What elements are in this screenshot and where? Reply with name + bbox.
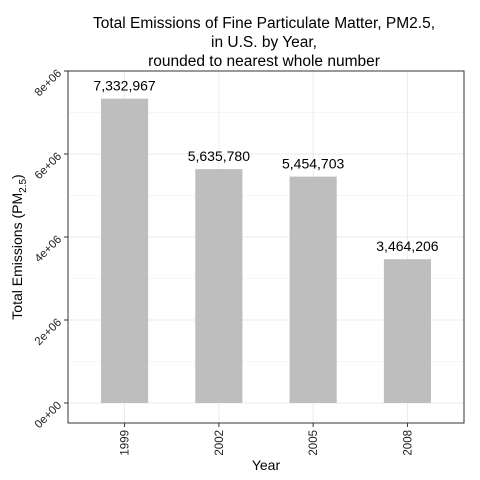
y-tick-label: 4e+06 — [33, 234, 64, 265]
chart-title-line-2: in U.S. by Year, — [211, 34, 317, 51]
y-tick-label: 6e+06 — [33, 151, 64, 182]
y-axis-title-suffix: ) — [9, 174, 25, 179]
chart-title-line-3: rounded to nearest whole number — [148, 53, 380, 70]
bar-value-label-1999: 7,332,967 — [93, 78, 155, 94]
y-tick-label: 2e+06 — [33, 317, 64, 348]
x-tick-label-1999: 1999 — [120, 430, 132, 456]
bar-2008 — [383, 259, 431, 403]
y-axis-title-subscript: 2.5 — [18, 179, 29, 193]
y-tick-label: 0e+00 — [33, 400, 64, 431]
bar-value-label-2002: 5,635,780 — [188, 148, 250, 164]
chart-title: Total Emissions of Fine Particulate Matt… — [93, 15, 435, 70]
bar-1999 — [101, 98, 149, 403]
bar-value-labels: 7,332,967 5,635,780 5,454,703 3,464,206 — [93, 78, 438, 255]
y-tick-label: 8e+06 — [33, 68, 64, 99]
plot-panel-border — [67, 70, 465, 424]
bar-2002 — [195, 169, 243, 403]
chart-title-line-1: Total Emissions of Fine Particulate Matt… — [93, 15, 435, 32]
bar-value-label-2005: 5,454,703 — [282, 156, 344, 172]
x-axis: 1999 2002 2005 2008 — [120, 423, 414, 456]
bars — [101, 98, 431, 403]
x-axis-title: Year — [252, 457, 281, 473]
x-tick-label-2002: 2002 — [214, 430, 226, 456]
x-tick-label-2005: 2005 — [308, 430, 320, 456]
y-axis-title-main: Total Emissions (PM — [9, 193, 25, 320]
bar-2005 — [289, 176, 337, 403]
bar-value-label-2008: 3,464,206 — [376, 238, 438, 254]
x-tick-label-2008: 2008 — [402, 430, 414, 456]
y-axis: 0e+00 2e+06 4e+06 6e+06 8e+06 — [33, 68, 68, 431]
y-axis-title: Total Emissions (PM2.5) — [9, 174, 29, 319]
